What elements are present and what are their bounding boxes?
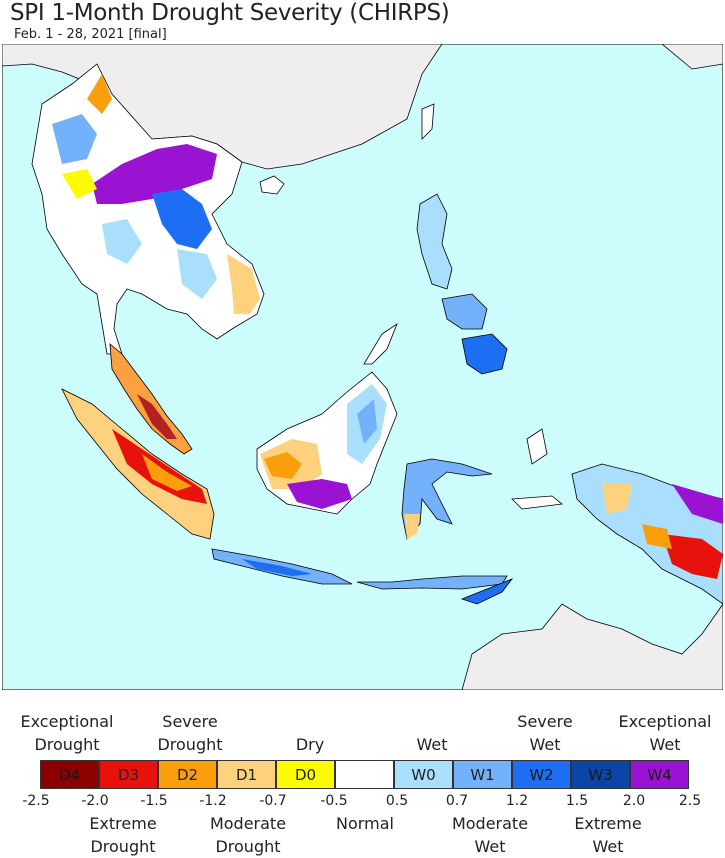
north-grey-land (661, 44, 723, 70)
new-guinea-south-drought (662, 534, 723, 579)
taiwan (421, 103, 435, 140)
laos-wet (92, 144, 217, 204)
legend-swatch-d0: D0 (276, 760, 335, 789)
java-wet-core (242, 559, 312, 576)
legend-swatch-d4: D4 (40, 760, 99, 789)
legend-swatch-d1: D1 (217, 760, 276, 789)
myanmar-dry (87, 74, 112, 114)
legend-tick: -1.2 (199, 793, 227, 809)
map-subtitle: Feb. 1 - 28, 2021 [final] (14, 27, 167, 42)
legend-bottom-label-normal: Normal (336, 814, 394, 833)
thailand-wet (102, 219, 142, 264)
luzon (416, 193, 453, 290)
legend-tick: -2.5 (22, 793, 50, 809)
timor (460, 578, 514, 605)
legend-swatch-w1: W1 (453, 760, 512, 789)
sumatra-severe (142, 454, 192, 491)
legend-swatch-d3: D3 (99, 760, 158, 789)
legend-tick: 2.5 (678, 793, 702, 809)
legend-bottom-label-moderate-wet: Moderate Wet (451, 814, 529, 856)
legend-bottom-label-extreme-drought: Extreme Drought (89, 814, 157, 856)
legend-swatch-w0: W0 (394, 760, 453, 789)
legend-top-label-exceptional-wet: Exceptional Wet (618, 712, 712, 754)
legend-tick: -0.5 (320, 793, 348, 809)
yunnan-dry (62, 169, 97, 199)
legend-top-label-severe-drought: Severe Drought (157, 712, 223, 754)
legend-tick: 2.0 (622, 793, 646, 809)
hainan (259, 175, 285, 195)
sulawesi-south-dry (404, 514, 420, 539)
legend-swatch-w3: W3 (571, 760, 630, 789)
new-guinea-dry (602, 484, 632, 514)
sulawesi (401, 458, 493, 540)
borneo-west-severe (264, 452, 302, 479)
legend-top-label-severe-wet: Severe Wet (517, 712, 573, 754)
legend-top-label-wet: Wet (416, 735, 448, 754)
legend-tick: 1.2 (505, 793, 529, 809)
new-guinea-north-wet (672, 484, 723, 524)
halmahera (526, 428, 548, 465)
malay-peninsula (109, 343, 193, 455)
visayas (441, 293, 488, 330)
legend-tick: -1.5 (140, 793, 168, 809)
borneo-east-wet2 (357, 399, 377, 444)
laos-wet2 (152, 189, 212, 249)
legend-tick: 0.5 (385, 793, 409, 809)
legend-tick: 0.7 (445, 793, 469, 809)
mindanao (461, 333, 508, 375)
australia-landmass (461, 603, 723, 690)
legend-bottom-label-moderate-drought: Moderate Drought (209, 814, 287, 856)
legend-tick: -2.0 (81, 793, 109, 809)
legend-top-label-dry: Dry (295, 735, 325, 754)
peninsula-dry-core (137, 394, 177, 439)
drought-map (2, 44, 723, 690)
map-title: SPI 1-Month Drought Severity (CHIRPS) (10, 0, 450, 26)
new-guinea-dry2 (642, 524, 672, 549)
palawan (363, 322, 398, 365)
legend-swatch-d2: D2 (158, 760, 217, 789)
legend-bottom-label-extreme-wet: Extreme Wet (574, 814, 642, 856)
legend-swatch-w2: W2 (512, 760, 571, 789)
legend-swatch-normal (335, 760, 394, 789)
legend-tick: 1.5 (565, 793, 589, 809)
legend-top-label-exceptional-drought: Exceptional Drought (20, 712, 114, 754)
vietnam-dry (227, 254, 260, 314)
lesser-sunda (356, 575, 508, 590)
legend-swatch-w4: W4 (630, 760, 689, 789)
seram (511, 495, 563, 510)
myanmar-wet (52, 114, 97, 164)
borneo-south-wet (287, 479, 352, 509)
cambodia-wet (177, 249, 217, 299)
legend-tick: -0.7 (259, 793, 287, 809)
